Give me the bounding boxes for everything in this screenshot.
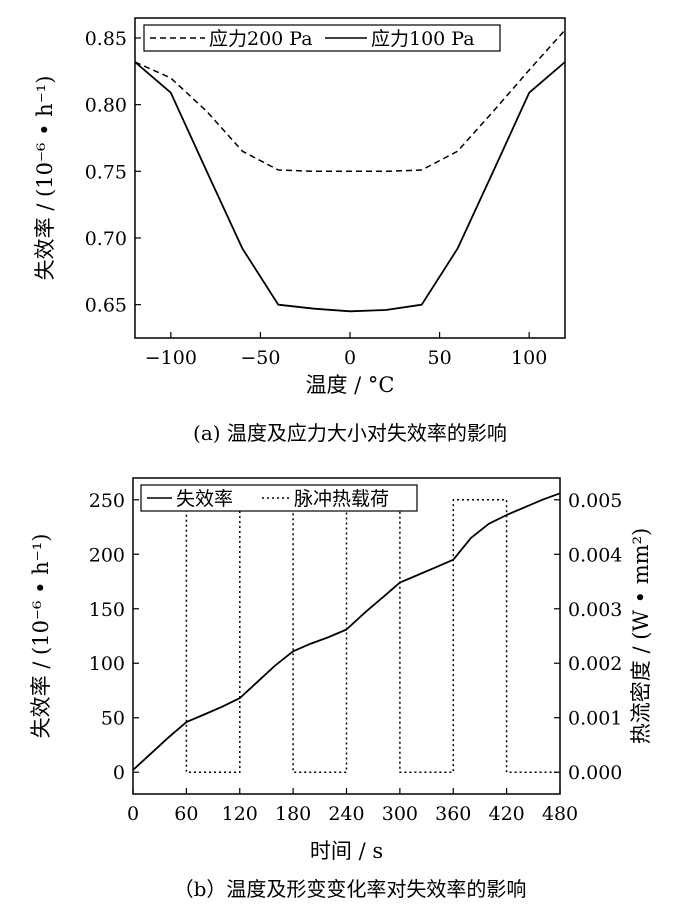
chart-a: −100 −50 0 50 100 0.65 0.70 0.75 0.80 0.85 应力200 P… [33,17,566,445]
y2-axis-label: 热流密度 / (W • mm²) [629,528,653,744]
x-tick-label: 420 [488,803,524,825]
x-tick-label: −100 [145,347,197,369]
chart-caption: （b）温度及形变变化率对失效率的影响 [174,877,527,901]
y-tick-label: 0.70 [85,228,127,250]
legend-label-2: 脉冲热载荷 [294,488,389,510]
x-tick-label: 240 [328,803,364,825]
y-tick-label: 100 [89,653,125,675]
chart-caption: (a) 温度及应力大小对失效率的影响 [193,421,507,445]
x-tick-label: 50 [427,347,451,369]
legend-label-1: 应力200 Pa [209,28,313,50]
legend-label-2: 应力100 Pa [371,28,475,50]
y-tick-label: 0.75 [85,161,127,183]
x-tick-label: 480 [542,803,578,825]
y2-tick-label: 0.004 [568,544,622,566]
y-tick-label: 50 [101,708,125,730]
x-tick-label: 100 [511,347,547,369]
y-tick-label: 0.80 [85,95,127,117]
x-tick-label: −50 [240,347,280,369]
y2-tick-label: 0.002 [568,653,622,675]
y-tick-label: 0.65 [85,295,127,317]
x-tick-label: 180 [275,803,311,825]
y2-tick-label: 0.005 [568,490,622,512]
legend-box [143,24,501,52]
series-line-1 [134,29,566,173]
legend-label-1: 失效率 [176,488,233,510]
x-axis-label: 温度 / °C [306,373,395,397]
plot-frame [132,477,561,795]
x-tick-label: 60 [174,803,198,825]
y-tick-label: 150 [89,599,125,621]
y-axis-label: 失效率 / (10⁻⁶ • h⁻¹) [29,534,53,739]
chart-b: 0 60 120 180 240 300 360 420 480 0 50 100 150 200 250 0… [29,477,653,901]
plot-frame [134,17,566,339]
x-tick-label: 0 [127,803,139,825]
y2-tick-label: 0.000 [568,762,622,784]
y2-tick-label: 0.003 [568,599,622,621]
y-tick-label: 250 [89,490,125,512]
series-line-2 [134,61,566,313]
x-tick-label: 0 [344,347,356,369]
x-tick-label: 120 [222,803,258,825]
series-line-2 [185,499,560,773]
x-axis-label: 时间 / s [310,839,383,863]
x-tick-label: 360 [435,803,471,825]
y-tick-label: 0.85 [85,28,127,50]
x-tick-label: 300 [382,803,418,825]
y-tick-label: 200 [89,544,125,566]
y-axis-label: 失效率 / (10⁻⁶ • h⁻¹) [33,76,57,281]
y-tick-label: 0 [113,762,125,784]
y2-tick-label: 0.001 [568,708,622,730]
